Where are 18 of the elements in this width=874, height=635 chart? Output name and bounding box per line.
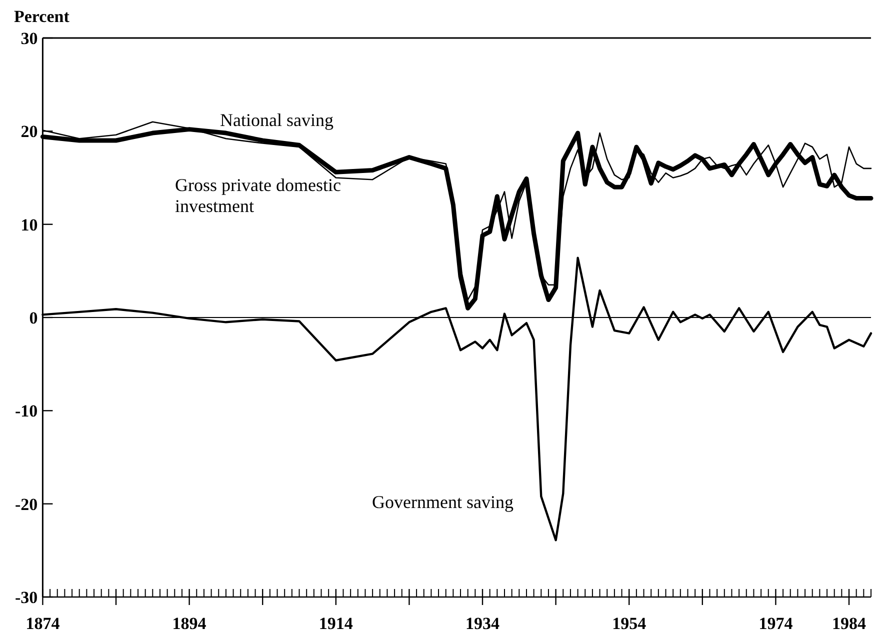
y-tick-label: 0 <box>29 308 38 328</box>
y-tick-label: 20 <box>20 122 38 142</box>
series-label: National saving <box>220 110 334 130</box>
x-tick-label: 1874 <box>26 614 60 633</box>
series-label: Gross private domestic investment <box>175 175 341 216</box>
x-tick-label: 1934 <box>466 614 500 633</box>
x-tick-label: 1894 <box>172 614 207 633</box>
y-tick-label: -10 <box>15 402 38 421</box>
x-tick-label: 1914 <box>318 614 354 633</box>
y-tick-label: -30 <box>15 588 38 607</box>
x-tick-label: 1974 <box>758 614 794 633</box>
x-tick-label: 1984 <box>832 614 867 633</box>
y-tick-label: 30 <box>20 28 38 48</box>
y-tick-label: -20 <box>15 494 38 514</box>
y-axis-title: Percent <box>14 7 70 26</box>
series-label: Government saving <box>372 492 514 512</box>
y-tick-label: 10 <box>20 215 38 234</box>
x-tick-label: 1954 <box>612 614 647 633</box>
